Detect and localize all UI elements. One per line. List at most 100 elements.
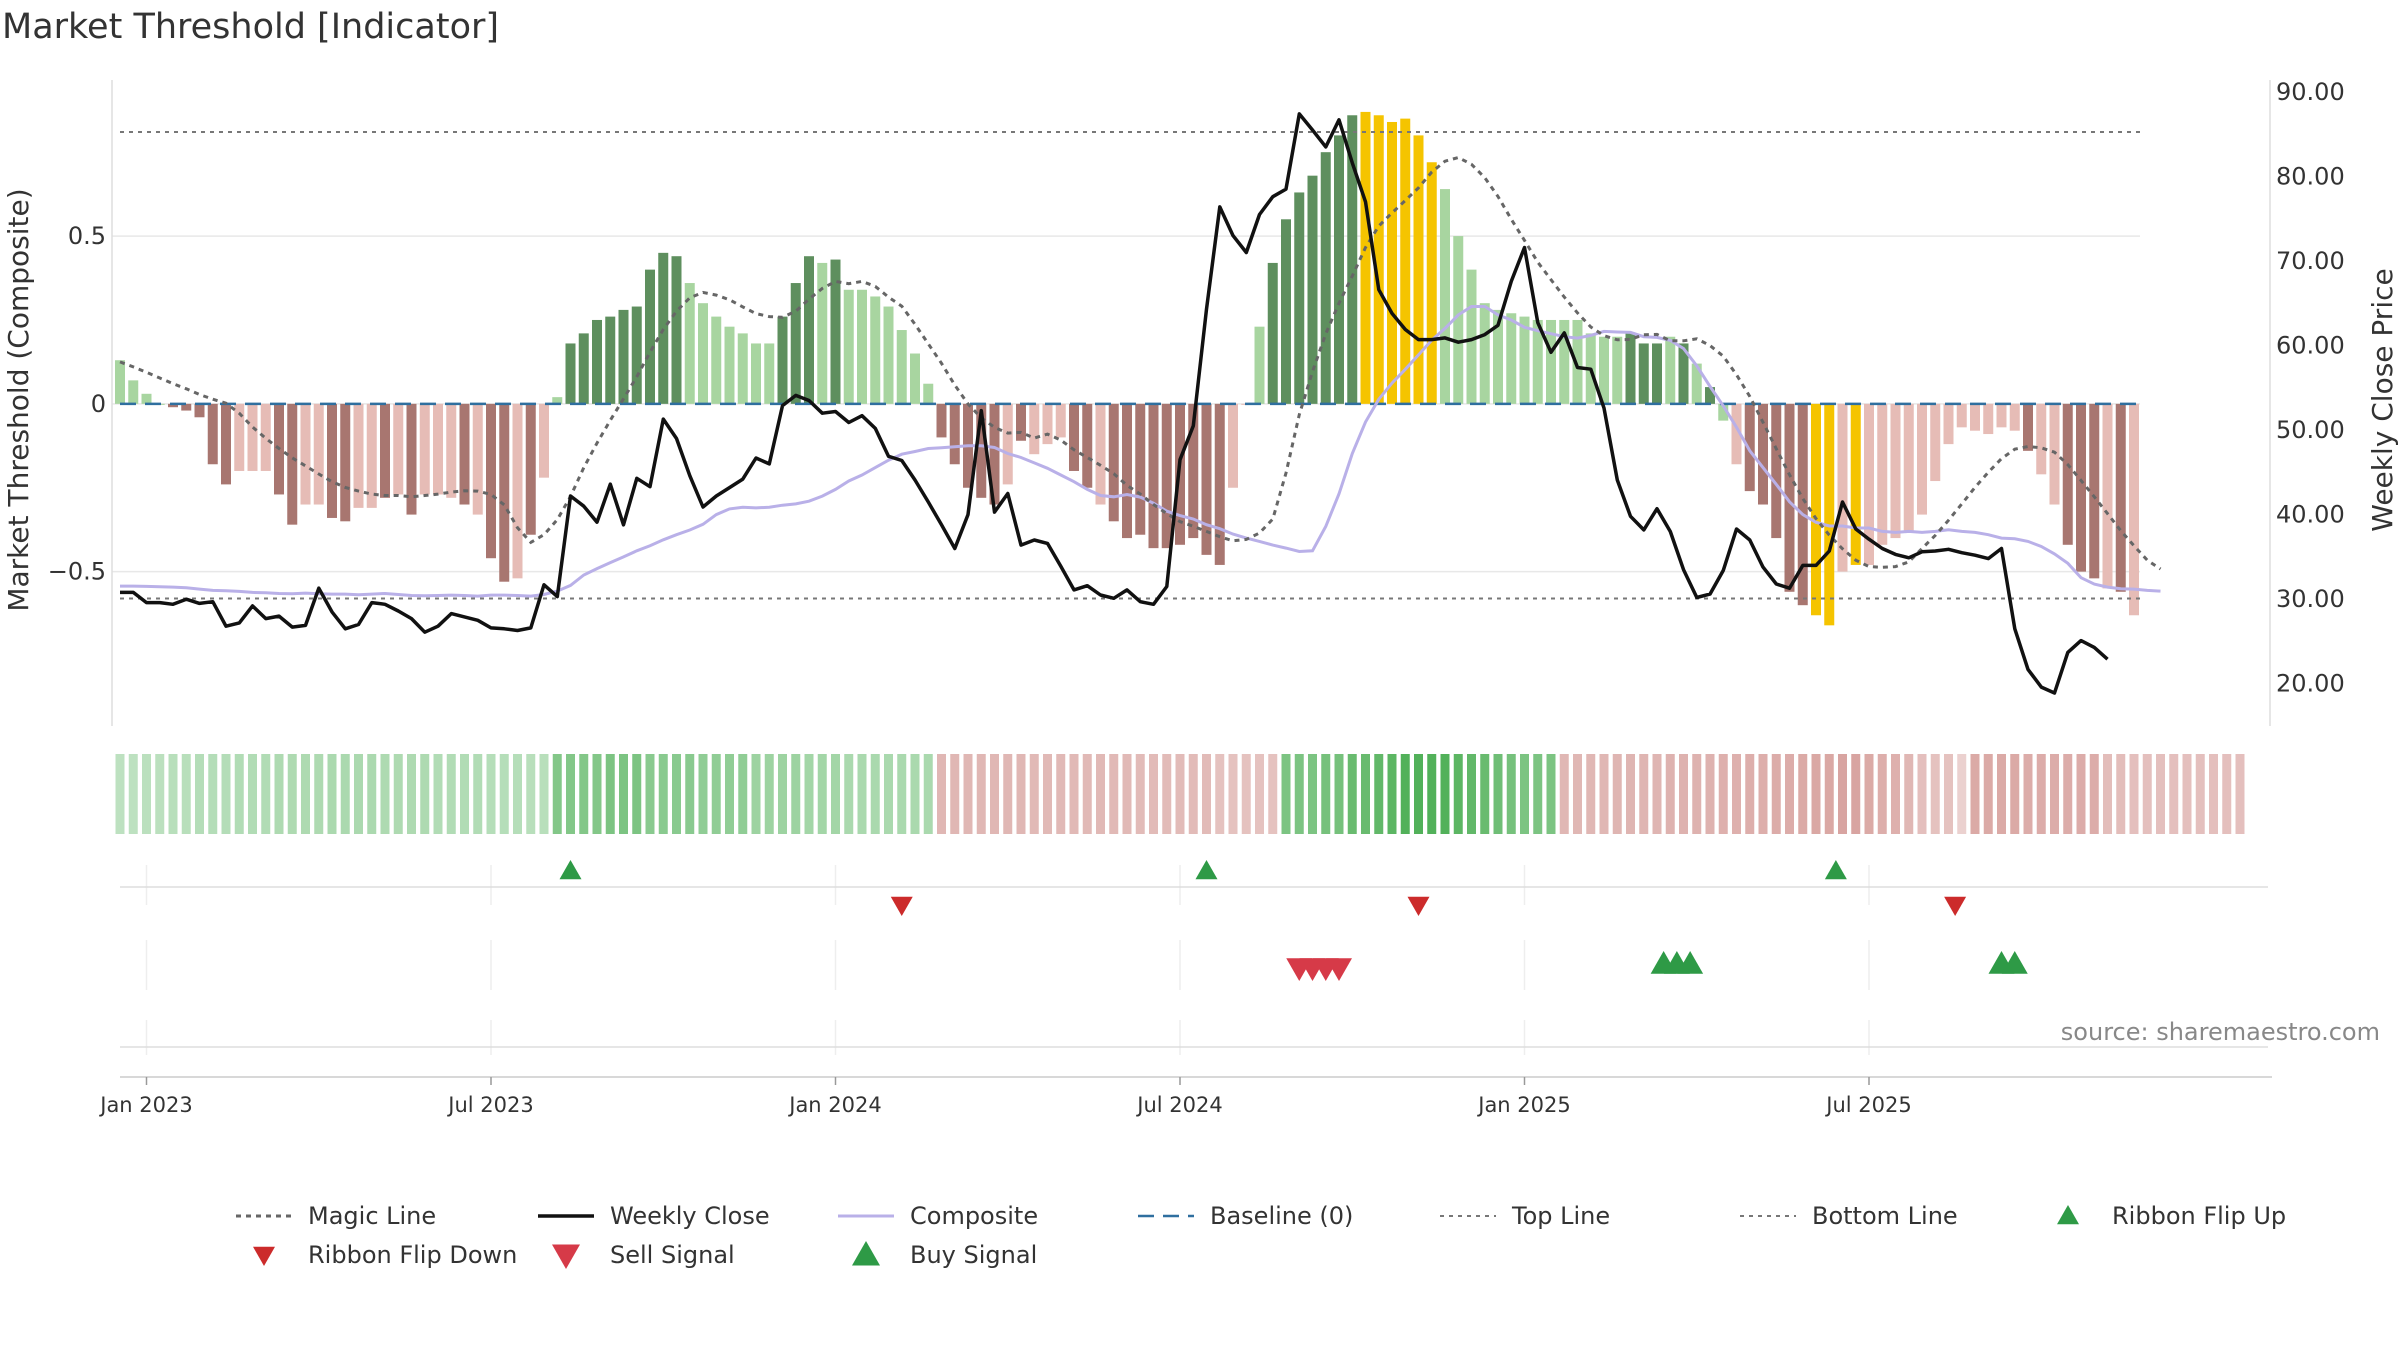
legend-item-magic: Magic Line: [236, 1202, 436, 1230]
ribbon-cell: [367, 754, 377, 834]
magic-line: [119, 155, 2162, 571]
composite-bar: [433, 403, 443, 495]
ribbon-cell: [2076, 754, 2086, 834]
composite-bar: [1426, 162, 1437, 404]
composite-bar: [1095, 403, 1106, 505]
ribbon-cell: [1877, 754, 1887, 834]
ribbon-cell: [142, 754, 151, 834]
ribbon-cell: [1665, 754, 1675, 834]
ribbon-cell: [791, 754, 801, 834]
composite-bar: [605, 316, 616, 404]
composite-bar: [1718, 403, 1729, 421]
composite-bar: [1334, 135, 1344, 404]
ribbon-cell: [1334, 754, 1344, 834]
ribbon-cell: [1096, 754, 1105, 834]
composite-bar: [1320, 152, 1331, 404]
ribbon-cell: [1162, 754, 1172, 834]
composite-bar: [472, 403, 483, 515]
ribbon-cell: [1493, 754, 1503, 834]
composite-bar: [645, 269, 655, 404]
composite-bar: [711, 316, 722, 404]
ribbon-cell: [1652, 754, 1662, 834]
composite-bar: [2076, 403, 2086, 572]
composite-bar: [1890, 403, 1901, 539]
composite-bar: [1864, 403, 1874, 565]
ribbon-cell: [221, 754, 231, 834]
composite-bar: [1082, 403, 1093, 488]
ribbon-cell: [552, 754, 562, 834]
ribbon-cell: [393, 754, 403, 834]
ribbon-cell: [1188, 754, 1198, 834]
composite-bar: [1731, 403, 1742, 465]
ribbon-cell: [340, 754, 350, 834]
composite-bar: [1665, 336, 1676, 404]
ribbon-cell: [287, 754, 297, 834]
composite-bar: [539, 403, 549, 478]
ribbon-cell: [963, 754, 973, 834]
legend-item-bottom: Bottom Line: [1740, 1202, 1958, 1230]
legend-label: Buy Signal: [910, 1241, 1037, 1269]
composite-bar: [1970, 403, 1980, 431]
ribbon-cell: [1811, 754, 1821, 834]
legend-item-buy: Buy Signal: [910, 1241, 1037, 1269]
ribbon-cell: [1612, 754, 1622, 834]
ribbon-cell: [844, 754, 854, 834]
ribbon-cell: [1785, 754, 1794, 834]
date-tick-label: Jul 2023: [446, 1093, 533, 1117]
composite-bar: [883, 306, 894, 404]
ribbon-cell: [1626, 754, 1635, 834]
ribbon-cell: [2010, 754, 2020, 834]
date-axis: Jan 2023 Jul 2023 Jan 2024 Jul 2024 Jan 2025…: [98, 1076, 2272, 1117]
composite-bar: [896, 330, 907, 404]
sell-signal-marker: [1326, 958, 1352, 981]
ribbon-cell: [499, 754, 509, 834]
composite-bar: [1069, 403, 1079, 471]
ribbon-cell: [2142, 754, 2152, 834]
legend-item-flipdown: Ribbon Flip Down: [308, 1241, 517, 1269]
ribbon-cell: [2169, 754, 2179, 834]
ribbon-cell: [897, 754, 907, 834]
ribbon-cell: [1082, 754, 1092, 834]
legend-label: Ribbon Flip Down: [308, 1241, 517, 1269]
right-tick-label: 20.00: [2276, 670, 2345, 698]
composite-bar: [1850, 403, 1861, 565]
ribbon-cell: [1321, 754, 1331, 834]
ribbon-cell: [1639, 754, 1649, 834]
date-tick-label: Jul 2025: [1824, 1093, 1911, 1117]
ribbon-cell: [526, 754, 536, 834]
ribbon-flip-up-marker: [559, 860, 582, 880]
composite-bar: [2036, 403, 2047, 475]
ribbon-cell: [1838, 754, 1847, 834]
composite-bar: [618, 309, 629, 404]
ribbon-cell: [1241, 754, 1251, 834]
ribbon-cell: [1374, 754, 1384, 834]
ribbon-cell: [1732, 754, 1741, 834]
composite-bar: [1294, 192, 1305, 404]
ribbon-cell: [1957, 754, 1967, 834]
right-tick-label: 60.00: [2276, 332, 2345, 360]
ribbon-flip-up-marker: [1824, 860, 1847, 880]
composite-bar: [2089, 403, 2100, 579]
ribbon-cell: [1003, 754, 1013, 834]
axes: 0.5 0 −0.5 90.00 80.00 70.00 60.00 50.00 40.00 30…: [2, 78, 2399, 726]
composite-bar: [724, 326, 735, 404]
composite-bar: [1254, 326, 1265, 404]
date-tick-label: Jan 2023: [98, 1093, 193, 1117]
composite-bar: [698, 303, 708, 404]
ribbon-cell: [751, 754, 761, 834]
composite-bar: [592, 319, 602, 404]
composite-bar: [1652, 343, 1662, 404]
ribbon-cell: [1679, 754, 1688, 834]
ribbon-cell: [1149, 754, 1158, 834]
composite-bar: [406, 403, 417, 515]
ribbon-cell: [579, 754, 589, 834]
ribbon-cell: [2129, 754, 2139, 834]
ribbon-cell: [2023, 754, 2033, 834]
ribbon-flip-up-marker: [1195, 860, 1218, 880]
composite-bar: [499, 403, 510, 582]
ribbon-cell: [566, 754, 575, 834]
ribbon-cell: [155, 754, 165, 834]
composite-bar: [1546, 319, 1556, 404]
ribbon-cell: [354, 754, 363, 834]
composite-bar: [817, 262, 828, 404]
